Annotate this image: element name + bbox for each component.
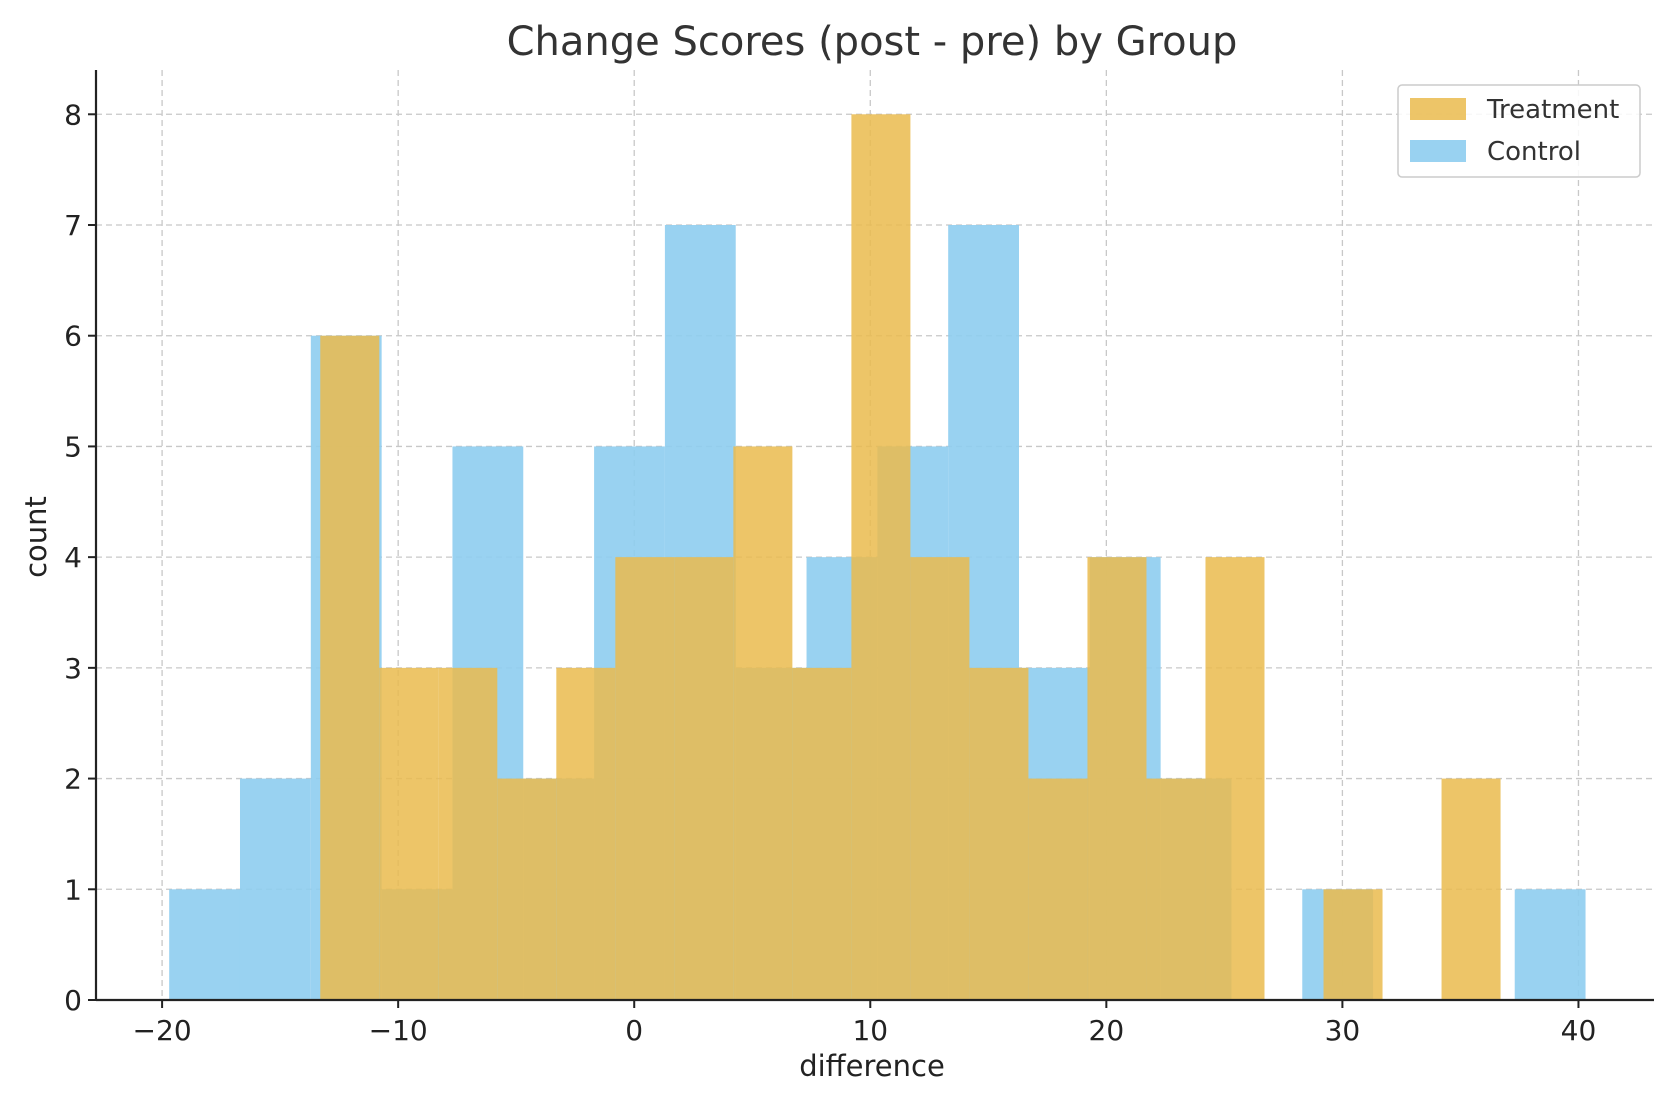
y-tick-label: 2	[64, 763, 82, 796]
treatment-bar	[910, 557, 970, 1000]
treatment-bar	[1323, 889, 1383, 1000]
treatment-bar	[320, 335, 380, 1000]
legend-swatch-treatment	[1410, 98, 1466, 120]
treatment-bar	[1441, 778, 1501, 1000]
x-tick-label: 20	[1089, 1014, 1125, 1047]
legend-label-treatment: Treatment	[1486, 95, 1619, 125]
legend-swatch-control	[1410, 140, 1466, 162]
treatment-bar	[1028, 778, 1088, 1000]
y-tick-label: 3	[64, 652, 82, 685]
x-tick-label: 40	[1561, 1014, 1597, 1047]
y-tick-label: 5	[64, 430, 82, 463]
chart-title: Change Scores (post - pre) by Group	[507, 19, 1238, 65]
control-bar	[1514, 889, 1586, 1000]
y-tick-label: 8	[64, 98, 82, 131]
treatment-bar	[733, 446, 793, 1000]
y-tick-label: 4	[64, 541, 82, 574]
control-bar	[239, 778, 311, 1000]
x-tick-label: −20	[133, 1014, 192, 1047]
treatment-bar	[615, 557, 675, 1000]
treatment-bar	[674, 557, 734, 1000]
y-axis-label: count	[19, 496, 53, 578]
x-axis-label: difference	[799, 1049, 945, 1083]
y-tick-label: 6	[64, 320, 82, 353]
y-tick-label: 0	[64, 984, 82, 1017]
treatment-bar	[556, 667, 616, 1000]
treatment-bar	[1146, 778, 1206, 1000]
legend: Treatment Control	[1397, 84, 1641, 178]
treatment-bar	[438, 667, 498, 1000]
y-tick-label: 1	[64, 873, 82, 906]
treatment-bar	[379, 667, 439, 1000]
y-tick-label: 7	[64, 209, 82, 242]
x-tick-label: 30	[1325, 1014, 1361, 1047]
control-bar	[169, 889, 240, 1000]
x-tick-label: 10	[852, 1014, 888, 1047]
legend-label-control: Control	[1487, 137, 1581, 167]
x-tick-label: −10	[369, 1014, 428, 1047]
treatment-bar	[792, 667, 852, 1000]
x-tick-label: 0	[625, 1014, 643, 1047]
treatment-bar	[851, 114, 911, 1001]
treatment-bar	[1087, 557, 1147, 1000]
treatment-bar	[1205, 557, 1265, 1000]
treatment-bars	[320, 114, 1501, 1001]
treatment-bar	[969, 667, 1029, 1000]
tick-labels: −20 −10 0 10 20 30 40 0 1 2 3 4 5 6 7 8	[64, 98, 1596, 1047]
treatment-bar	[497, 778, 557, 1000]
